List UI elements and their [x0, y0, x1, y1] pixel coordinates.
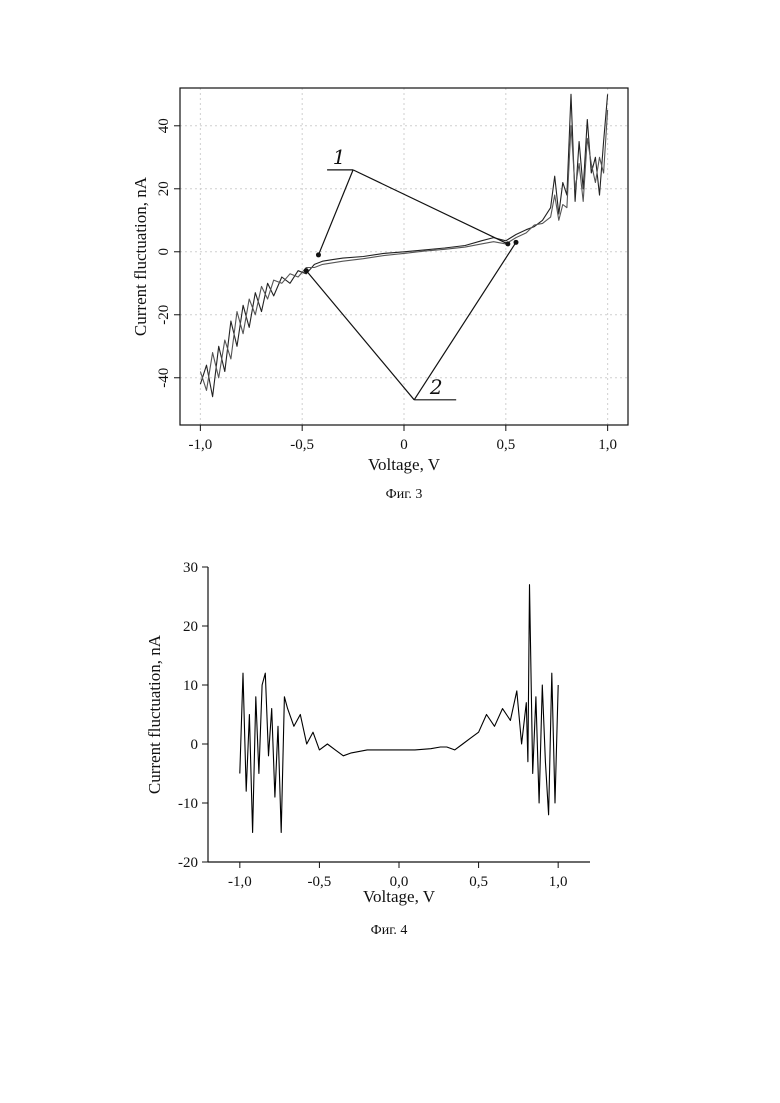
x-axis-title: Voltage, V: [363, 887, 436, 906]
x-tick-label: -1,0: [228, 874, 252, 890]
x-tick-label: -0,5: [308, 874, 332, 890]
callout-1-point: [505, 241, 510, 246]
callout-label-2: 2: [429, 375, 443, 399]
x-tick-label: 1,0: [598, 437, 617, 453]
y-tick-label: -20: [178, 855, 198, 871]
figures-canvas: -1,0-0,500,51,0-40-2002040Voltage, VCurr…: [0, 0, 780, 1103]
y-tick-label: 30: [183, 560, 198, 576]
figure-caption: Фиг. 3: [386, 487, 423, 502]
x-tick-label: -0,5: [290, 437, 314, 453]
y-axis-title: Current fluctuation, nA: [145, 634, 164, 794]
callout-2-point: [304, 268, 309, 273]
callout-label-1: 1: [333, 145, 346, 169]
x-axis-title: Voltage, V: [368, 455, 441, 474]
y-tick-label: -10: [178, 796, 198, 812]
y-axis-title: Current fluctuation, nA: [131, 176, 150, 336]
patent-figures-page: -1,0-0,500,51,0-40-2002040Voltage, VCurr…: [0, 0, 780, 1103]
y-tick-label: 20: [156, 181, 172, 196]
y-tick-label: 20: [183, 619, 198, 635]
x-tick-label: 1,0: [549, 874, 568, 890]
y-tick-label: -20: [156, 305, 172, 325]
x-tick-label: 0,5: [496, 437, 515, 453]
callout-2-point: [514, 240, 519, 245]
x-tick-label: 0,5: [469, 874, 488, 890]
y-tick-label: 10: [183, 678, 198, 694]
callout-1-point: [316, 252, 321, 257]
x-tick-label: -1,0: [188, 437, 212, 453]
y-tick-label: 40: [156, 118, 172, 133]
y-tick-label: 0: [191, 737, 199, 753]
x-tick-label: 0: [400, 437, 408, 453]
figure-caption: Фиг. 4: [371, 923, 408, 938]
y-tick-label: 0: [156, 248, 172, 256]
y-tick-label: -40: [156, 368, 172, 388]
